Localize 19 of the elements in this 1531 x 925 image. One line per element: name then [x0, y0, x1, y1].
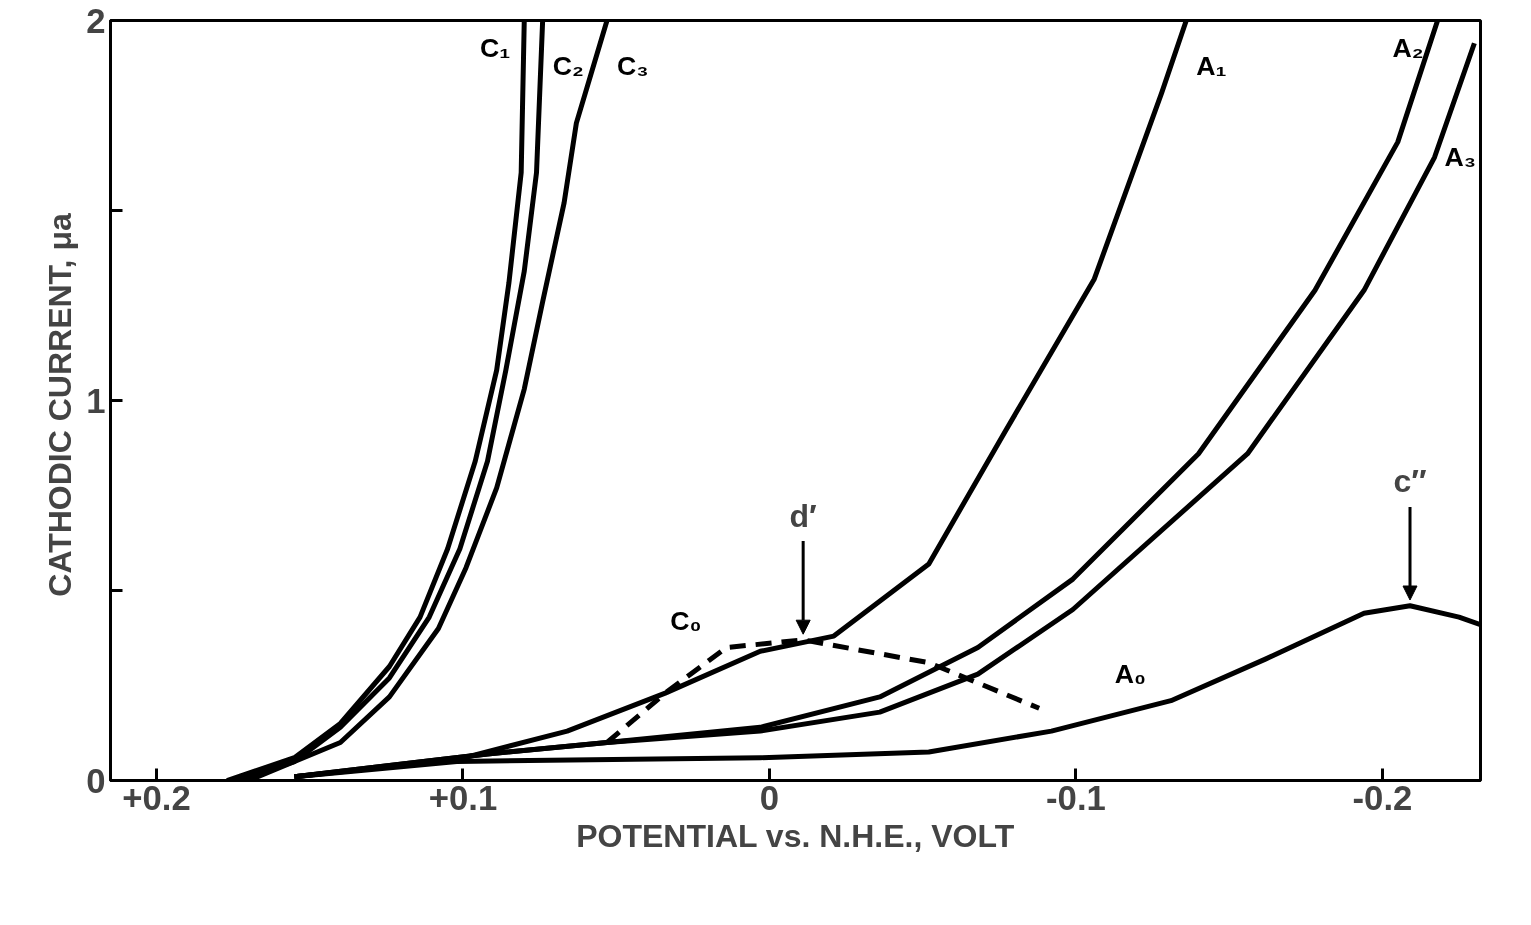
series-label: C₁: [479, 32, 511, 63]
x-axis-title: POTENTIAL vs. N.H.E., VOLT: [576, 817, 1015, 854]
y-tick-label: 2: [86, 1, 106, 40]
series-label: A₁: [1196, 50, 1227, 81]
y-axis-title: CATHODIC CURRENT, μa: [42, 213, 79, 597]
x-tick-label: 0: [759, 778, 780, 817]
series-label: C₃: [617, 50, 649, 81]
series-label: A₀: [1114, 658, 1146, 689]
x-tick-label: +0.2: [122, 778, 191, 817]
y-tick-label: 1: [86, 381, 106, 420]
series-label: A₂: [1392, 32, 1424, 63]
series-label: C₀: [670, 605, 702, 636]
x-tick-label: +0.1: [428, 778, 498, 817]
annotation: c″: [1393, 463, 1427, 500]
x-tick-label: -0.2: [1352, 778, 1413, 817]
series-label: C₂: [552, 50, 584, 81]
x-tick-label: -0.1: [1046, 778, 1106, 817]
annotation: d′: [789, 497, 818, 534]
series-label: A₃: [1444, 142, 1477, 173]
